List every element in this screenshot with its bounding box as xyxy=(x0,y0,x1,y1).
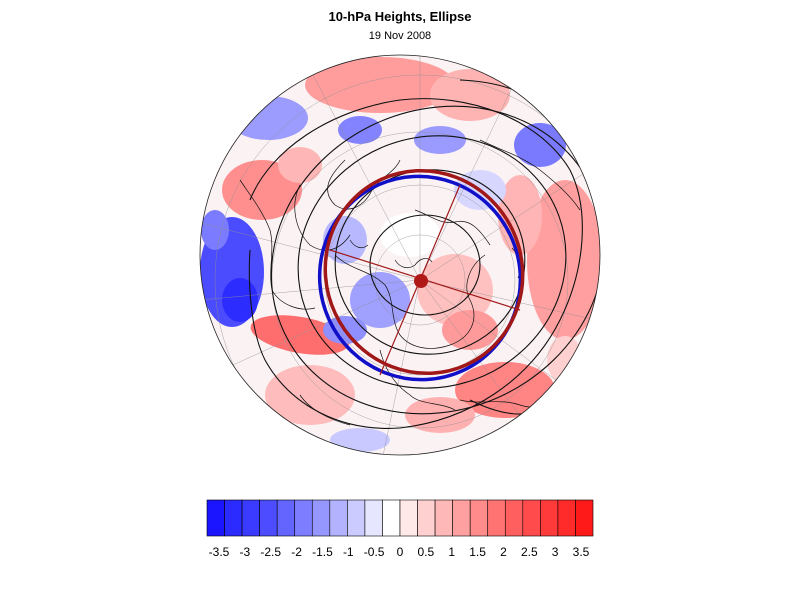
colorbar-box xyxy=(241,499,260,537)
colorbar-tick-label: 1.5 xyxy=(469,545,486,559)
colorbar-box xyxy=(469,499,489,537)
colorbar-box xyxy=(382,499,401,537)
colorbar-box xyxy=(206,499,225,537)
coastlines xyxy=(239,139,581,426)
page-title: 10-hPa Heights, Ellipse xyxy=(328,9,472,24)
colorbar-box xyxy=(347,499,366,537)
vortex-centroid xyxy=(414,274,428,288)
colorbar-box xyxy=(452,499,471,537)
globe-outline xyxy=(199,54,601,456)
colorbar-box xyxy=(364,499,383,537)
colorbar-box xyxy=(311,499,331,537)
colorbar-box xyxy=(259,499,278,537)
colorbar-box xyxy=(224,499,243,537)
fitted-vortex-ellipse xyxy=(323,168,525,376)
colorbar-tick-label: -0.5 xyxy=(364,545,385,559)
colorbar-labels: -3.5 -3 -2.5 -2 -1.5 -1 -0.5 0 0.5 1 1.5 2 2.5 3 3.5 xyxy=(209,545,590,559)
page-subtitle: 19 Nov 2008 xyxy=(368,30,432,42)
colorbar-tick-label: -2.5 xyxy=(260,545,281,559)
map-globe-content xyxy=(200,55,600,455)
observed-vortex-ellipse xyxy=(317,174,523,382)
colorbar-tick-label: 3 xyxy=(552,545,559,559)
colorbar-tick-label: -3 xyxy=(240,545,251,559)
colorbar-box xyxy=(399,499,418,537)
colorbar-box xyxy=(434,499,453,537)
colorbar-box xyxy=(294,499,313,537)
colorbar-tick-label: 2 xyxy=(500,545,507,559)
colorbar-tick-label: 2.5 xyxy=(521,545,538,559)
colorbar-tick-label: 1 xyxy=(448,545,455,559)
colorbar-box xyxy=(417,499,436,537)
colorbar-box xyxy=(329,499,348,537)
colorbar-tick-label: 0 xyxy=(397,545,404,559)
graticule xyxy=(200,55,600,455)
colorbar-box xyxy=(522,499,541,537)
colorbar-tick-label: 0.5 xyxy=(418,545,435,559)
colorbar-box xyxy=(487,499,506,537)
colorbar-tick-label: 3.5 xyxy=(573,545,590,559)
anomaly-field xyxy=(200,57,600,452)
colorbar-tick-label: -1.5 xyxy=(312,545,333,559)
colorbar-box xyxy=(575,499,594,537)
colorbar-box xyxy=(540,499,559,537)
colorbar-box xyxy=(557,499,576,537)
colorbar-box xyxy=(504,499,524,537)
colorbar-box xyxy=(276,499,296,537)
colorbar-tick-label: -1 xyxy=(343,545,354,559)
colorbar-tick-label: -2 xyxy=(291,545,302,559)
colorbar-tick-label: -3.5 xyxy=(209,545,230,559)
colorbar-boxes xyxy=(206,499,594,537)
